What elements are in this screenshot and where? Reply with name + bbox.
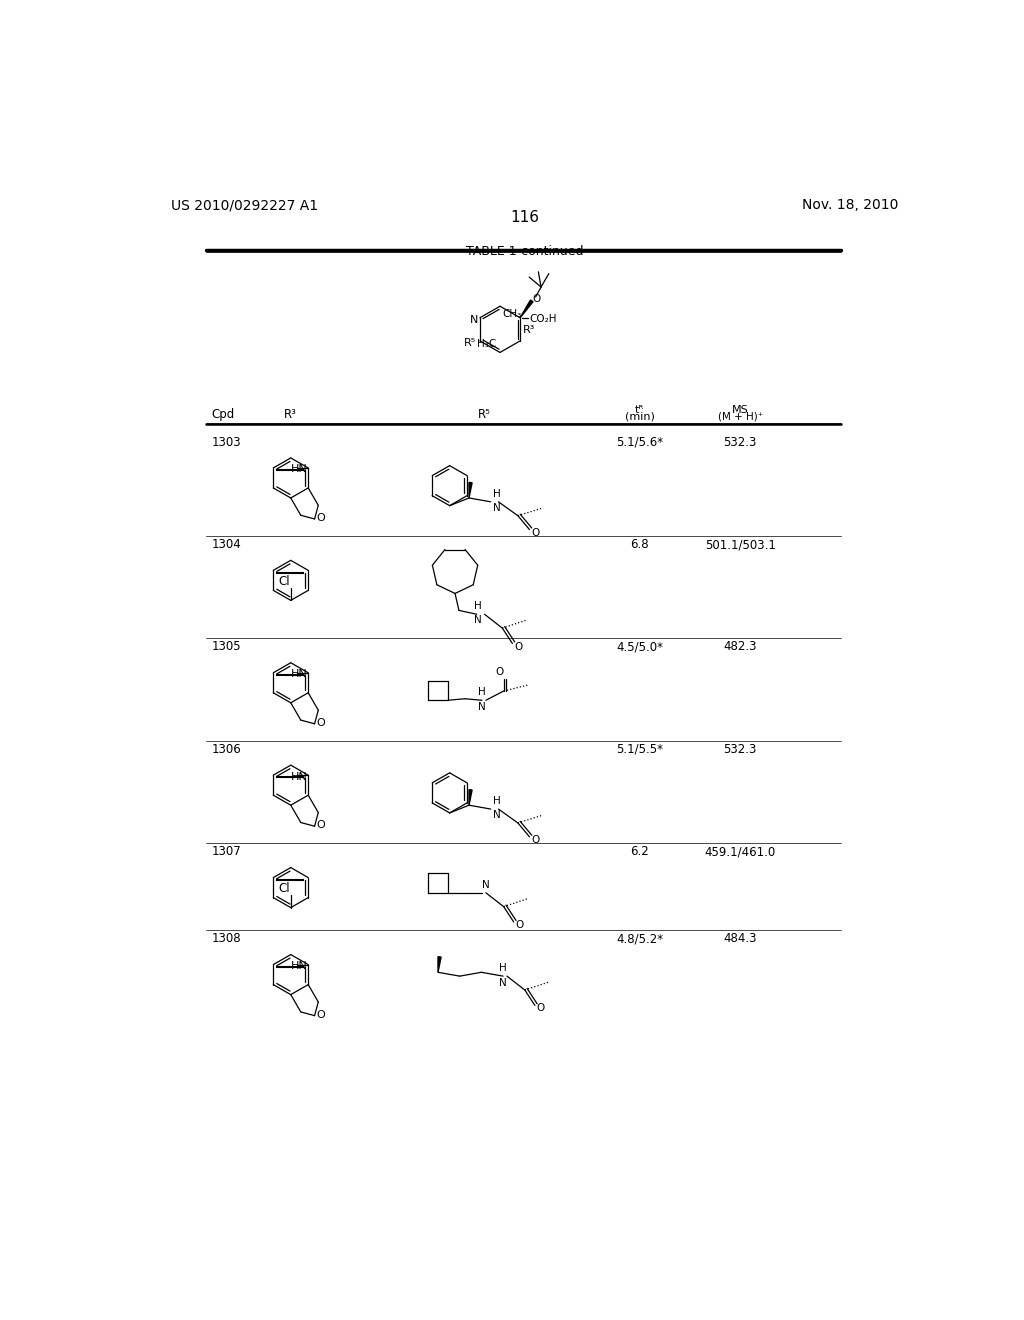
Text: O: O [316, 821, 325, 830]
Polygon shape [469, 482, 472, 498]
Text: O: O [537, 1003, 545, 1014]
Text: HN: HN [291, 465, 308, 474]
Text: O: O [532, 293, 541, 304]
Text: 5.1/5.6*: 5.1/5.6* [616, 436, 664, 449]
Text: Cl: Cl [279, 882, 291, 895]
Text: O: O [316, 718, 325, 729]
Text: 1306: 1306 [212, 743, 242, 756]
Text: N: N [474, 615, 482, 624]
Text: H: H [493, 796, 501, 807]
Text: CH₃: CH₃ [503, 309, 521, 319]
Text: O: O [316, 513, 325, 523]
Text: N: N [469, 315, 478, 325]
Text: HN: HN [291, 669, 308, 680]
Text: H: H [474, 601, 482, 611]
Text: 532.3: 532.3 [724, 743, 757, 756]
Text: 1303: 1303 [212, 436, 242, 449]
Text: TABLE 1-continued: TABLE 1-continued [466, 244, 584, 257]
Text: O: O [531, 834, 540, 845]
Text: R³: R³ [285, 408, 297, 421]
Text: 5.1/5.5*: 5.1/5.5* [616, 743, 663, 756]
Text: H₃C: H₃C [477, 339, 496, 348]
Text: R⁵: R⁵ [478, 408, 490, 421]
Text: Cpd: Cpd [212, 408, 234, 421]
Text: O: O [514, 642, 522, 652]
Text: Cl: Cl [279, 576, 291, 589]
Text: 6.2: 6.2 [630, 845, 649, 858]
Text: MS: MS [732, 405, 749, 414]
Text: 4.5/5.0*: 4.5/5.0* [616, 640, 663, 653]
Text: 116: 116 [510, 210, 540, 224]
Text: (min): (min) [625, 412, 654, 422]
Text: O: O [515, 920, 523, 931]
Text: H: H [478, 688, 485, 697]
Text: (M + H)⁺: (M + H)⁺ [718, 412, 763, 422]
Text: N: N [493, 810, 501, 820]
Text: N: N [482, 879, 489, 890]
Text: CO₂H: CO₂H [529, 314, 557, 325]
Text: 1305: 1305 [212, 640, 242, 653]
Text: 459.1/461.0: 459.1/461.0 [705, 845, 776, 858]
Text: 501.1/503.1: 501.1/503.1 [705, 539, 776, 550]
Text: 1307: 1307 [212, 845, 242, 858]
Text: R⁵: R⁵ [464, 338, 476, 348]
Text: N: N [500, 978, 507, 987]
Text: R³: R³ [522, 325, 535, 335]
Text: O: O [316, 1010, 325, 1020]
Text: 532.3: 532.3 [724, 436, 757, 449]
Text: 6.8: 6.8 [630, 539, 649, 550]
Text: H: H [500, 964, 507, 973]
Text: Nov. 18, 2010: Nov. 18, 2010 [802, 198, 899, 213]
Text: HN: HN [291, 961, 308, 972]
Text: HN: HN [291, 772, 308, 781]
Text: N: N [493, 503, 501, 512]
Text: O: O [531, 528, 540, 537]
Polygon shape [438, 957, 441, 973]
Text: tᴿ: tᴿ [635, 405, 644, 414]
Polygon shape [520, 300, 534, 318]
Text: O: O [496, 667, 504, 677]
Text: N: N [478, 702, 485, 711]
Text: H: H [493, 488, 501, 499]
Text: 482.3: 482.3 [724, 640, 757, 653]
Text: 1308: 1308 [212, 932, 242, 945]
Text: 1304: 1304 [212, 539, 242, 550]
Polygon shape [469, 789, 472, 805]
Text: 484.3: 484.3 [724, 932, 757, 945]
Text: US 2010/0292227 A1: US 2010/0292227 A1 [171, 198, 317, 213]
Text: 4.8/5.2*: 4.8/5.2* [616, 932, 664, 945]
